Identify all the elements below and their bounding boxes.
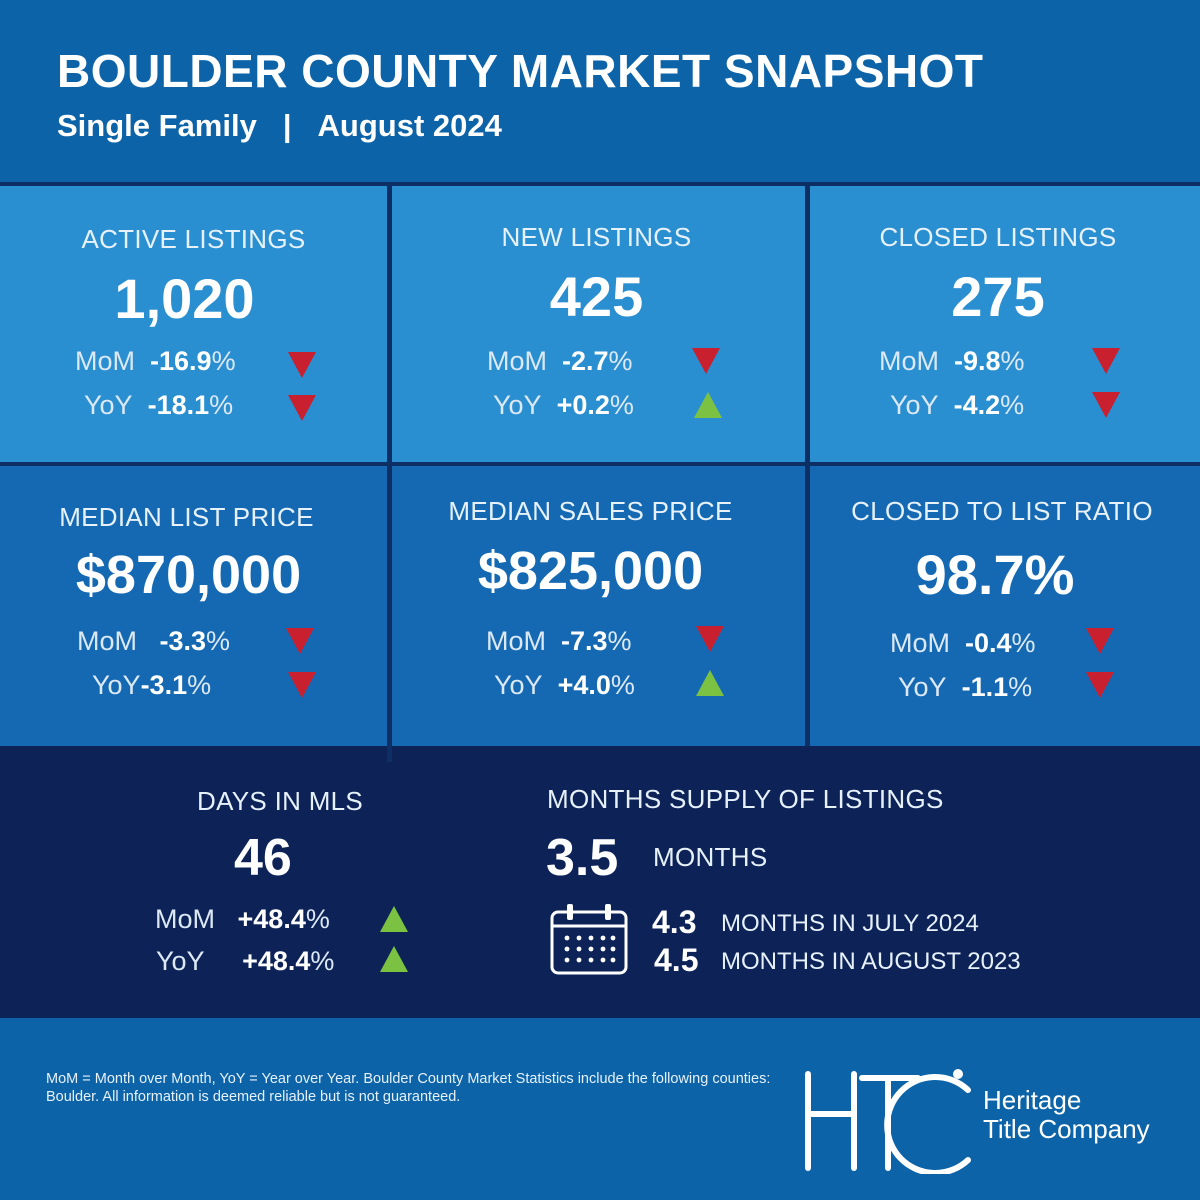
tile-label: ACTIVE LISTINGS (81, 224, 306, 254)
tile-value: 98.7% (915, 543, 1075, 606)
down-arrow-icon (288, 395, 316, 421)
yoy-stat: YoY +0.2% (493, 390, 634, 420)
tile-label: NEW LISTINGS (501, 222, 692, 252)
mom-stat: MoM -7.3% (486, 626, 632, 656)
footer: MoM = Month over Month, YoY = Year over … (0, 1018, 1200, 1200)
mom-stat: MoM -2.7% (487, 346, 633, 376)
closed-listings-tile: CLOSED LISTINGS 275 MoM -9.8% YoY -4.2% (810, 186, 1200, 462)
new-listings-tile: NEW LISTINGS 425 MoM -2.7% YoY +0.2% (392, 186, 805, 462)
tile-label: MEDIAN SALES PRICE (448, 496, 733, 526)
htc-logo-icon (805, 1069, 971, 1174)
months-supply-label: MONTHS SUPPLY OF LISTINGS (547, 784, 944, 814)
yoy-stat: YoY +4.0% (494, 670, 635, 700)
active-listings-tile: ACTIVE LISTINGS 1,020 MoM -16.9% YoY -18… (0, 186, 387, 462)
days-mom-stat: MoM +48.4% (155, 904, 330, 934)
up-arrow-icon (696, 670, 724, 696)
mom-stat: MoM -3.3% (77, 626, 231, 656)
down-arrow-icon (692, 348, 720, 374)
header: BOULDER COUNTY MARKET SNAPSHOT Single Fa… (0, 0, 1200, 182)
up-arrow-icon (380, 906, 408, 932)
down-arrow-icon (288, 672, 316, 698)
mom-stat: MoM -16.9% (75, 346, 236, 376)
company-name: Heritage Title Company (983, 1085, 1150, 1144)
page-title: BOULDER COUNTY MARKET SNAPSHOT (57, 45, 984, 97)
months-supply-value: 3.5 (546, 829, 619, 887)
tile-value: $825,000 (477, 541, 704, 601)
mom-stat: MoM -9.8% (879, 346, 1025, 376)
down-arrow-icon (288, 352, 316, 378)
property-type: Single Family (57, 108, 257, 143)
yoy-stat: YoY -4.2% (890, 390, 1025, 420)
divider (387, 746, 392, 762)
down-arrow-icon (1092, 348, 1120, 374)
days-in-mls-value: 46 (234, 829, 292, 887)
prior-august-value: 4.5 (654, 942, 699, 978)
down-arrow-icon (1092, 392, 1120, 418)
page-subtitle: Single Family | August 2024 (57, 108, 502, 144)
yoy-stat: YoY -18.1% (84, 390, 234, 420)
prior-august-text: MONTHS IN AUGUST 2023 (721, 948, 1021, 975)
closed-to-list-ratio-tile: CLOSED TO LIST RATIO 98.7% MoM -0.4% YoY… (810, 466, 1200, 746)
up-arrow-icon (694, 392, 722, 418)
bottom-band: DAYS IN MLS 46 MoM +48.4% YoY +48.4% MON… (0, 746, 1200, 1018)
tile-label: CLOSED TO LIST RATIO (851, 496, 1153, 526)
mom-stat: MoM -0.4% (890, 628, 1036, 658)
disclaimer: MoM = Month over Month, YoY = Year over … (46, 1071, 771, 1105)
prior-july-value: 4.3 (652, 904, 697, 940)
tile-label: CLOSED LISTINGS (879, 222, 1117, 252)
down-arrow-icon (1086, 628, 1114, 654)
days-in-mls-label: DAYS IN MLS (197, 786, 364, 816)
subtitle-separator: | (282, 108, 292, 143)
down-arrow-icon (1086, 672, 1114, 698)
prior-july-text: MONTHS IN JULY 2024 (721, 910, 979, 937)
days-yoy-stat: YoY +48.4% (156, 946, 335, 976)
down-arrow-icon (286, 628, 314, 654)
tile-value: 275 (951, 265, 1045, 328)
metrics-grid: ACTIVE LISTINGS 1,020 MoM -16.9% YoY -18… (0, 182, 1200, 746)
tile-value: $870,000 (75, 545, 302, 605)
report-period: August 2024 (317, 108, 502, 143)
up-arrow-icon (380, 946, 408, 972)
median-sales-price-tile: MEDIAN SALES PRICE $825,000 MoM -7.3% Yo… (392, 466, 805, 746)
tile-value: 1,020 (114, 267, 255, 330)
yoy-stat: YoY -3.1% (92, 670, 212, 700)
months-supply-unit: MONTHS (653, 842, 768, 872)
median-list-price-tile: MEDIAN LIST PRICE $870,000 MoM -3.3% YoY… (0, 466, 387, 746)
tile-label: MEDIAN LIST PRICE (59, 502, 314, 532)
down-arrow-icon (696, 626, 724, 652)
yoy-stat: YoY -1.1% (898, 672, 1033, 702)
tile-value: 425 (549, 265, 644, 328)
calendar-icon (550, 904, 628, 975)
